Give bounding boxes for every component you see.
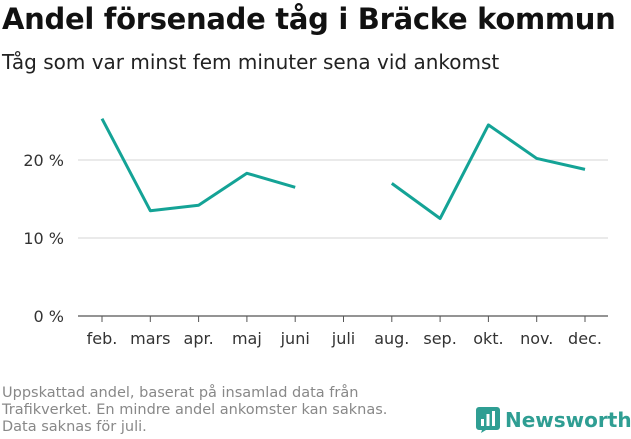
footnote-line: Trafikverket. En mindre andel ankomster … — [2, 402, 388, 418]
y-tick-label: 0 % — [34, 307, 64, 326]
x-tick-label: sep. — [423, 329, 456, 348]
brand-name: Newsworthy — [505, 408, 631, 432]
series-line — [100, 117, 296, 213]
x-tick-label: maj — [232, 329, 262, 348]
y-tick-label: 20 % — [23, 151, 64, 170]
footnote-line: Uppskattad andel, baserat på insamlad da… — [2, 385, 359, 401]
footnote-line: Data saknas för juli. — [2, 419, 147, 435]
x-tick-label: nov. — [520, 329, 553, 348]
x-tick-label: okt. — [473, 329, 503, 348]
line-chart: 0 % 10 % 20 % feb. mars apr. maj juni juli aug. s… — [23, 117, 608, 348]
series-line — [390, 123, 586, 220]
bar-chart-logo-icon — [476, 407, 500, 433]
chart-subtitle: Tåg som var minst fem minuter sena vid a… — [2, 50, 500, 74]
brand-logo: Newsworthy — [476, 407, 631, 433]
x-tick-label: juni — [280, 329, 310, 348]
y-tick-label: 10 % — [23, 229, 64, 248]
x-tick-label: aug. — [374, 329, 409, 348]
x-tick-label: juli — [331, 329, 355, 348]
x-tick-label: mars — [130, 329, 170, 348]
x-tick-label: feb. — [87, 329, 118, 348]
x-tick-label: dec. — [568, 329, 602, 348]
footnote: Uppskattad andel, baserat på insamlad da… — [2, 385, 432, 436]
chart-title: Andel försenade tåg i Bräcke kommun — [2, 2, 616, 36]
x-tick-label: apr. — [184, 329, 214, 348]
